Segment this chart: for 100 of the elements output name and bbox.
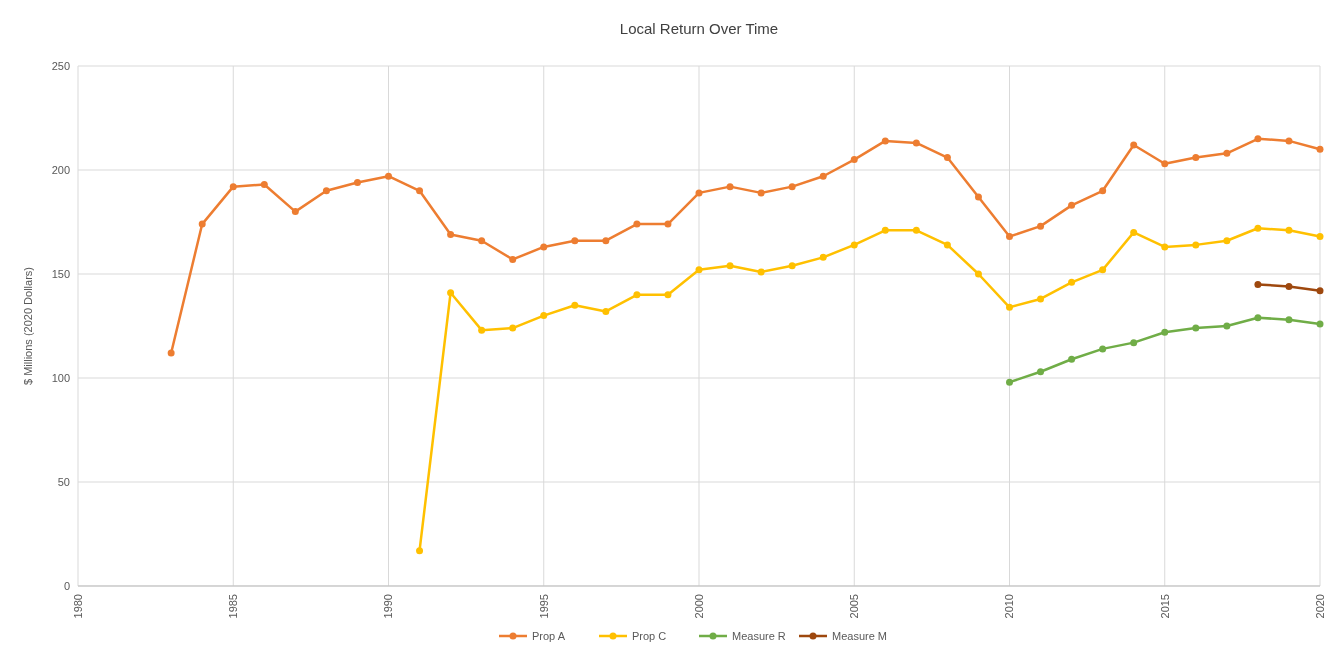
- point: [1006, 233, 1013, 241]
- point: [509, 255, 517, 263]
- point: [757, 268, 765, 276]
- point: [1037, 222, 1045, 230]
- point: [198, 220, 206, 228]
- point: [353, 178, 361, 186]
- point: [1068, 278, 1076, 286]
- point: [1037, 368, 1045, 376]
- point: [1192, 154, 1200, 162]
- x-tick-label: 1995: [537, 594, 550, 619]
- point: [229, 183, 237, 191]
- point: [1037, 295, 1045, 303]
- point: [1254, 280, 1262, 288]
- y-tick-label: 50: [57, 475, 70, 488]
- legend-label: Measure M: [832, 630, 888, 642]
- point: [1223, 322, 1231, 330]
- point: [695, 189, 703, 197]
- point: [1099, 345, 1107, 353]
- point: [322, 187, 330, 195]
- point: [1285, 137, 1293, 145]
- point: [757, 189, 765, 197]
- point: [1285, 282, 1293, 290]
- point: [478, 237, 486, 245]
- point: [1099, 187, 1107, 195]
- x-tick-label: 2010: [1003, 594, 1016, 619]
- point: [881, 137, 889, 145]
- y-tick-label: 0: [63, 579, 70, 592]
- point: [1161, 328, 1169, 336]
- point: [633, 220, 641, 228]
- x-tick-label: 2020: [1313, 594, 1326, 619]
- point: [943, 241, 951, 249]
- point: [1316, 320, 1324, 328]
- point: [943, 154, 951, 162]
- point: [726, 262, 734, 270]
- point: [385, 172, 392, 180]
- legend-label: Prop C: [632, 630, 667, 642]
- point: [1254, 314, 1262, 322]
- point: [788, 262, 796, 270]
- point: [1130, 339, 1138, 347]
- point: [1316, 287, 1324, 295]
- chart-title: Local Return Over Time: [619, 20, 779, 37]
- x-tick-label: 2005: [848, 594, 861, 619]
- y-tick-label: 200: [51, 163, 70, 176]
- legend-label: Measure R: [732, 630, 786, 642]
- x-tick-label: 2015: [1158, 594, 1171, 619]
- point: [1099, 266, 1107, 274]
- point: [819, 253, 827, 261]
- point: [571, 301, 579, 309]
- point: [850, 156, 858, 164]
- point: [540, 243, 548, 251]
- point: [540, 312, 548, 320]
- point: [664, 291, 672, 299]
- point: [664, 220, 672, 228]
- point: [1254, 224, 1262, 232]
- point: [695, 266, 703, 274]
- point: [633, 291, 641, 299]
- point: [416, 547, 424, 555]
- point: [447, 289, 455, 297]
- point: [974, 193, 982, 201]
- point: [1006, 303, 1013, 311]
- point: [1285, 316, 1293, 324]
- point: [1285, 226, 1293, 234]
- point: [447, 230, 455, 238]
- x-tick-label: 1985: [227, 594, 240, 619]
- point: [260, 181, 268, 189]
- y-axis-title: $ Millions (2020 Dollars): [22, 267, 34, 385]
- point: [1068, 355, 1076, 363]
- y-tick-label: 150: [51, 267, 70, 280]
- point: [1161, 160, 1169, 168]
- point: [819, 172, 827, 180]
- point: [1130, 141, 1138, 149]
- point: [1192, 324, 1200, 332]
- point: [726, 183, 734, 191]
- point: [974, 270, 982, 278]
- x-tick-label: 2000: [692, 594, 705, 619]
- point: [509, 324, 517, 332]
- point: [1254, 135, 1262, 143]
- point: [1316, 145, 1324, 153]
- x-tick-label: 1990: [382, 594, 395, 619]
- x-tick-label: 1980: [71, 594, 84, 619]
- point: [1223, 149, 1231, 157]
- point: [602, 307, 610, 315]
- y-tick-label: 100: [51, 371, 70, 384]
- point: [912, 139, 920, 147]
- point: [1006, 378, 1013, 386]
- point: [1192, 241, 1200, 249]
- point: [1068, 201, 1076, 209]
- legend-label: Prop A: [532, 630, 566, 642]
- point: [1223, 237, 1231, 245]
- point: [167, 349, 175, 357]
- point: [912, 226, 920, 234]
- point: [881, 226, 889, 234]
- point: [1316, 233, 1324, 241]
- point: [850, 241, 858, 249]
- point: [1161, 243, 1169, 251]
- point: [291, 208, 299, 216]
- y-tick-label: 250: [51, 59, 70, 72]
- point: [478, 326, 486, 334]
- point: [416, 187, 424, 195]
- point: [602, 237, 610, 245]
